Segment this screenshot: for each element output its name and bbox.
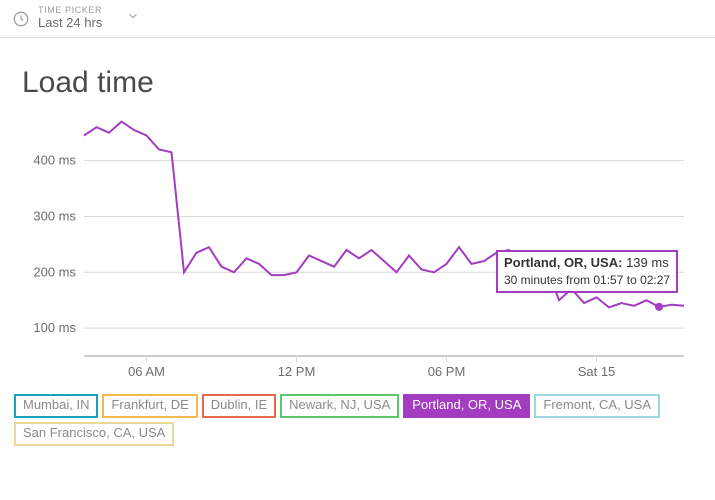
tooltip-series-name: Portland, OR, USA: bbox=[504, 255, 622, 270]
chart-title: Load time bbox=[22, 66, 715, 100]
chevron-down-icon bbox=[126, 9, 140, 28]
clock-icon bbox=[12, 10, 30, 28]
load-time-chart[interactable]: 100 ms 200 ms 300 ms 400 ms 06 AM 12 PM 06 PM S… bbox=[14, 116, 694, 386]
time-picker-value: Last 24 hrs bbox=[38, 16, 102, 30]
legend-item[interactable]: Mumbai, IN bbox=[14, 394, 98, 418]
svg-text:Sat 15: Sat 15 bbox=[578, 364, 616, 379]
legend-item[interactable]: Frankfurt, DE bbox=[102, 394, 197, 418]
svg-text:06 PM: 06 PM bbox=[428, 364, 466, 379]
svg-text:400 ms: 400 ms bbox=[33, 153, 76, 168]
legend-item[interactable]: Dublin, IE bbox=[202, 394, 276, 418]
time-picker[interactable]: TIME PICKER Last 24 hrs bbox=[0, 0, 715, 38]
svg-text:200 ms: 200 ms bbox=[33, 264, 76, 279]
chart-legend: Mumbai, INFrankfurt, DEDublin, IENewark,… bbox=[14, 394, 704, 446]
svg-text:12 PM: 12 PM bbox=[278, 364, 316, 379]
legend-item[interactable]: Fremont, CA, USA bbox=[534, 394, 660, 418]
svg-text:06 AM: 06 AM bbox=[128, 364, 165, 379]
tooltip-range: 30 minutes from 01:57 to 02:27 bbox=[504, 272, 670, 288]
tooltip-value: 139 ms bbox=[626, 255, 669, 270]
chart-tooltip: Portland, OR, USA: 139 ms 30 minutes fro… bbox=[496, 250, 678, 293]
legend-item[interactable]: Portland, OR, USA bbox=[403, 394, 530, 418]
legend-item[interactable]: San Francisco, CA, USA bbox=[14, 422, 174, 446]
legend-item[interactable]: Newark, NJ, USA bbox=[280, 394, 399, 418]
svg-text:100 ms: 100 ms bbox=[33, 320, 76, 335]
svg-text:300 ms: 300 ms bbox=[33, 208, 76, 223]
